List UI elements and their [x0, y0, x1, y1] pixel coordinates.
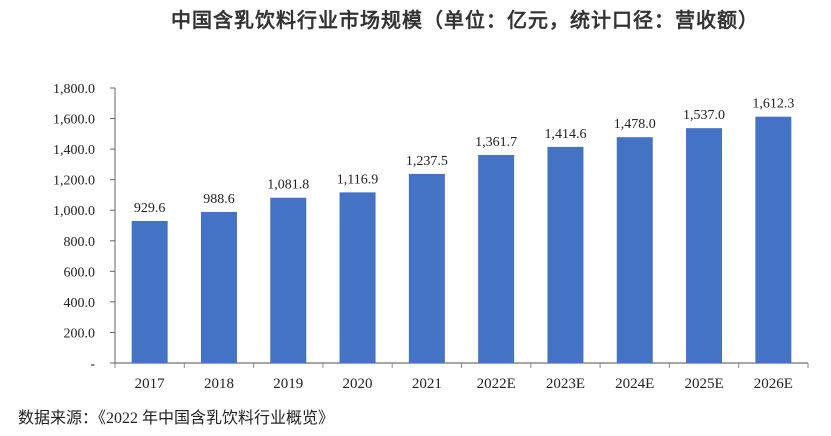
x-tick-label: 2023E: [546, 376, 585, 392]
data-label: 1,237.5: [406, 154, 448, 169]
x-tick-label: 2017: [135, 376, 166, 392]
x-tick-label: 2020: [343, 376, 373, 392]
y-tick-label: 200.0: [64, 326, 96, 341]
data-label: 1,612.3: [752, 97, 794, 112]
y-tick-label: 600.0: [64, 265, 96, 280]
data-label: 1,478.0: [614, 117, 656, 132]
data-label: 1,081.8: [267, 178, 309, 193]
x-tick-label: 2022E: [477, 376, 516, 392]
y-tick-label: 1,000.0: [53, 204, 95, 219]
data-label: 1,537.0: [683, 108, 725, 123]
bar: [755, 116, 792, 363]
bar: [339, 192, 376, 363]
x-tick-label: 2018: [204, 376, 234, 392]
bar: [686, 128, 723, 363]
bar: [547, 146, 584, 363]
y-tick-label: 1,600.0: [53, 113, 95, 128]
data-source-note: 数据来源：《2022 年中国含乳饮料行业概览》: [18, 410, 335, 427]
y-tick-label: 1,200.0: [53, 174, 95, 189]
x-tick-label: 2021: [412, 376, 442, 392]
data-label: 1,361.7: [475, 135, 517, 150]
bar: [131, 220, 168, 363]
data-label: 1,116.9: [337, 172, 378, 187]
bar: [270, 197, 307, 363]
x-tick-label: 2024E: [615, 376, 654, 392]
data-label: 988.6: [203, 192, 235, 207]
x-tick-label: 2026E: [754, 376, 793, 392]
y-tick-label: -: [90, 357, 95, 372]
y-tick-label: 400.0: [64, 296, 96, 311]
y-tick-label: 1,400.0: [53, 143, 95, 158]
bar: [200, 211, 237, 363]
x-tick-label: 2025E: [684, 376, 723, 392]
bar: [478, 154, 515, 363]
data-label: 1,414.6: [544, 127, 586, 142]
bar: [408, 173, 445, 363]
bar: [616, 137, 653, 363]
x-tick-label: 2019: [273, 376, 303, 392]
y-tick-label: 800.0: [64, 235, 96, 250]
data-label: 929.6: [134, 201, 166, 216]
chart-title: 中国含乳饮料行业市场规模（单位：亿元，统计口径：营收额）: [171, 10, 759, 32]
y-tick-label: 1,800.0: [53, 82, 95, 97]
